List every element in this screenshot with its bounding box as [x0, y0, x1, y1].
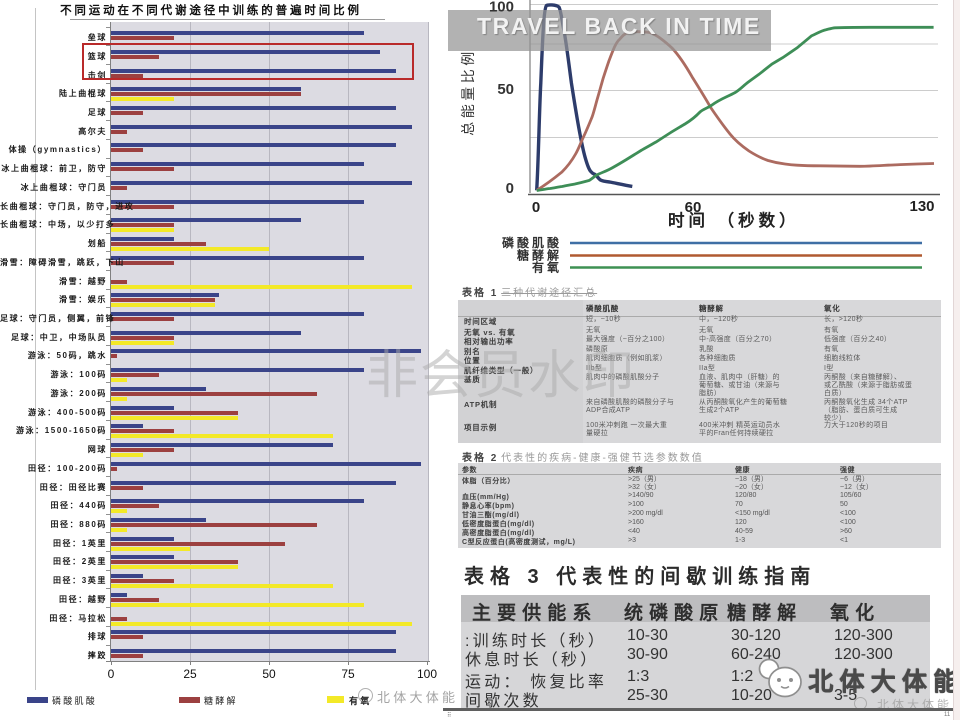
svg-text:0: 0: [506, 180, 514, 197]
svg-text:50: 50: [497, 81, 514, 98]
svg-text:100: 100: [489, 0, 514, 16]
svg-text:130: 130: [909, 198, 934, 215]
svg-text:有氧: 有氧: [532, 260, 562, 275]
svg-text:时间 （秒数）: 时间 （秒数）: [668, 210, 800, 230]
svg-text:磷酸肌酸: 磷酸肌酸: [502, 235, 562, 250]
svg-text:总能量比例: 总能量比例: [460, 48, 476, 136]
svg-text:0: 0: [532, 199, 540, 216]
svg-text:糖酵解: 糖酵解: [517, 248, 562, 263]
svg-text:TRAVEL BACK IN TIME: TRAVEL BACK IN TIME: [477, 13, 761, 39]
svg-text:60: 60: [685, 199, 702, 216]
